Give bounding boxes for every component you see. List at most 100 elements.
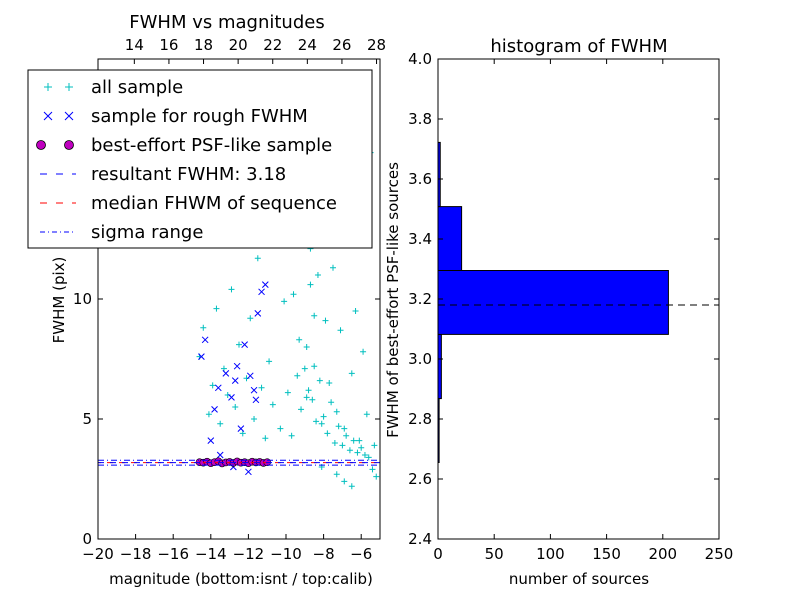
data-point-x — [246, 372, 254, 380]
legend-label: sample for rough FWHM — [91, 106, 308, 127]
scatter-top-x-ticks: 14 16 18 20 22 24 26 28 — [125, 36, 386, 64]
y-tick-label: 3.2 — [408, 290, 432, 308]
data-point-plus — [363, 411, 370, 418]
y-tick-label: 3.8 — [408, 110, 432, 128]
data-point-x — [222, 370, 230, 377]
data-point-plus — [371, 442, 378, 449]
y-tick-label: 5 — [82, 410, 92, 428]
data-point-plus — [220, 365, 227, 372]
legend-entry: best-effort PSF-like sample — [36, 135, 332, 156]
legend-marker-plus — [44, 83, 52, 91]
data-point-plus — [236, 341, 242, 348]
data-point-plus — [288, 432, 295, 439]
legend-entry: sample for rough FWHM — [43, 106, 308, 127]
data-point-x — [231, 377, 239, 384]
y-tick-label: 2.8 — [408, 410, 432, 428]
top-x-tick-label: 16 — [159, 36, 178, 54]
series-sample-for-rough-fwhm — [198, 281, 269, 476]
data-point-plus — [266, 358, 273, 365]
x-tick-label: −6 — [350, 545, 372, 563]
x-tick-label: −12 — [233, 545, 265, 563]
data-point-plus — [305, 387, 312, 394]
legend-entry: sigma range — [40, 222, 203, 243]
top-x-tick-label: 28 — [367, 36, 386, 54]
top-x-tick-label: 20 — [229, 36, 248, 54]
data-point-plus — [339, 442, 346, 449]
data-point-plus — [333, 471, 340, 478]
data-point-plus — [350, 437, 357, 444]
x-tick-label: −20 — [82, 545, 114, 563]
legend-marker-x — [43, 111, 53, 121]
legend-marker-x — [64, 111, 74, 121]
data-point-plus — [258, 384, 265, 391]
data-point-plus — [309, 396, 316, 403]
data-point-plus — [356, 437, 363, 444]
data-point-plus — [318, 420, 325, 427]
data-point-plus — [281, 298, 288, 305]
histogram-panel: 0 50 100 150 200 250 2.4 2.6 2.8 3.0 3.2 3.4 3.6 3.8… — [384, 36, 733, 588]
data-point-plus — [313, 418, 320, 425]
series-all-sample — [196, 94, 380, 490]
legend: all sample sample for rough FWHM best-effo… — [27, 69, 373, 249]
data-point-plus — [228, 286, 235, 293]
data-point-x — [254, 310, 262, 317]
data-point-x — [228, 394, 235, 401]
data-point-plus — [294, 372, 301, 379]
data-point-plus — [361, 452, 368, 458]
data-point-plus — [333, 408, 340, 415]
data-point-plus — [303, 394, 310, 401]
scatter-x-label: magnitude (bottom:isnt / top:calib) — [109, 570, 373, 588]
data-point-plus — [328, 399, 335, 406]
x-tick-label: 150 — [592, 545, 621, 563]
scatter-y-ticks: 0 5 10 — [73, 290, 380, 548]
x-tick-label: 0 — [433, 545, 443, 563]
histogram-x-ticks: 0 50 100 150 200 250 — [433, 59, 733, 563]
data-point-x — [214, 384, 222, 392]
legend-label: all sample — [91, 77, 183, 98]
data-point-plus — [290, 291, 297, 298]
data-point-plus — [322, 317, 329, 324]
data-point-plus — [296, 336, 303, 343]
legend-entry: median FHWM of sequence — [40, 193, 337, 214]
data-point-plus — [343, 432, 350, 439]
data-point-x — [252, 396, 260, 404]
x-tick-label: −16 — [157, 545, 189, 563]
top-x-tick-label: 22 — [263, 36, 282, 54]
data-point-plus — [335, 423, 342, 430]
legend-label: resultant FWHM: 3.18 — [91, 164, 286, 185]
histogram-bar — [438, 206, 463, 272]
data-point-plus — [341, 425, 348, 432]
data-point-plus — [247, 315, 254, 322]
histogram-bar — [438, 270, 669, 335]
data-point-plus — [352, 308, 359, 314]
data-point-plus — [326, 380, 333, 386]
data-point-plus — [251, 416, 258, 422]
data-point-plus — [307, 281, 314, 288]
top-x-tick-label: 24 — [298, 36, 317, 54]
scatter-panel: −20 −18 −16 −14 −12 −10 −8 −6 14 16 18 20 22 24 26 28 … — [27, 12, 386, 588]
data-point-x — [216, 451, 224, 459]
scatter-y-label: FWHM (pix) — [50, 257, 68, 344]
data-point-plus — [217, 420, 224, 427]
data-point-x — [250, 386, 258, 394]
legend-marker-plus — [65, 83, 73, 91]
data-point-plus — [354, 449, 361, 456]
data-point-plus — [331, 440, 338, 446]
legend-box — [27, 69, 373, 249]
x-tick-label: −14 — [195, 545, 227, 563]
data-point-plus — [311, 312, 318, 319]
data-point-plus — [301, 365, 308, 372]
histogram-bar — [438, 333, 442, 400]
data-point-plus — [324, 430, 331, 437]
legend-label: sigma range — [91, 222, 203, 243]
data-point-plus — [348, 370, 355, 377]
data-point-plus — [200, 324, 207, 331]
data-point-plus — [373, 473, 380, 480]
data-point-plus — [316, 377, 323, 384]
x-tick-label: 100 — [536, 545, 565, 563]
legend-label: median FHWM of sequence — [91, 193, 337, 214]
data-point-x — [207, 437, 215, 444]
y-tick-label: 3.0 — [408, 350, 432, 368]
data-point-x — [201, 336, 209, 344]
